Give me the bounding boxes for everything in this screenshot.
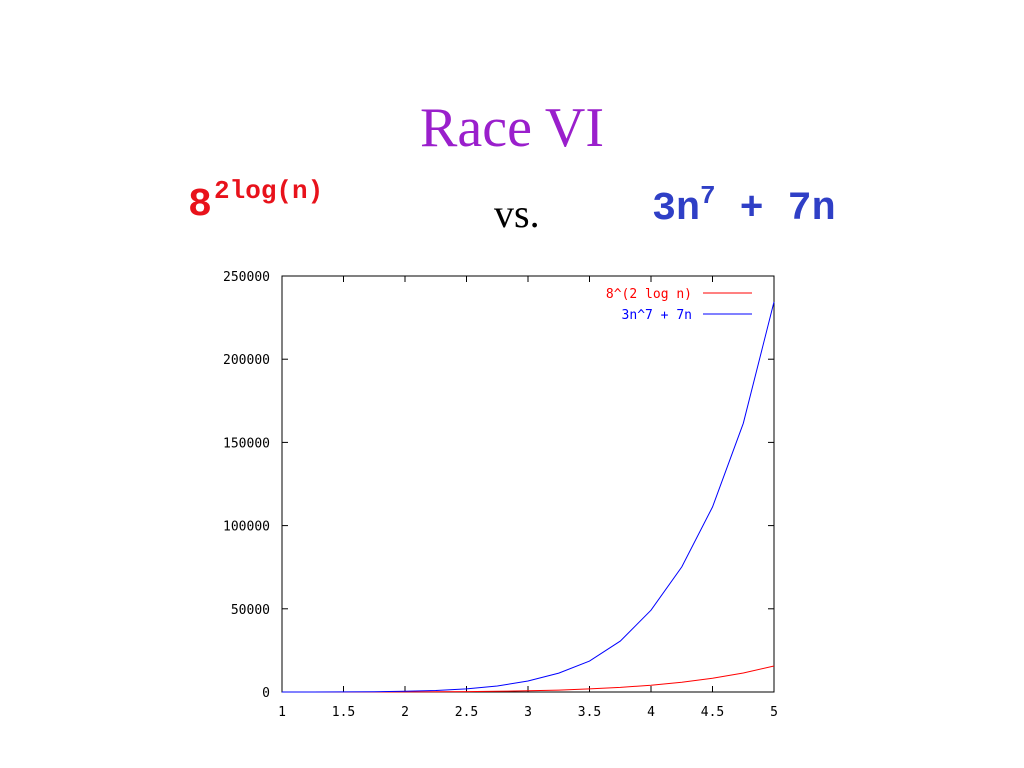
x-tick-label: 1.5 <box>332 705 355 720</box>
y-tick-label: 50000 <box>231 603 270 618</box>
series-line-2 <box>282 301 775 693</box>
tick-marks <box>281 275 775 693</box>
right-expression-base: 3n <box>652 187 701 232</box>
x-tick-label: 2 <box>401 705 409 720</box>
left-expression: 82log(n) <box>188 178 323 228</box>
x-tick-label: 2.5 <box>455 705 478 720</box>
slide-title: Race VI <box>420 97 604 159</box>
y-tick-labels: 0 50000 100000 150000 200000 250000 <box>223 270 270 701</box>
series-lines <box>282 301 775 693</box>
legend: 8^(2 log n) 3n^7 + 7n <box>606 287 752 323</box>
right-expression-exponent: 7 <box>700 181 716 211</box>
x-tick-label: 3 <box>524 705 532 720</box>
legend-label: 3n^7 + 7n <box>622 308 692 323</box>
left-expression-exponent: 2log(n) <box>214 176 324 206</box>
x-tick-labels: 1 1.5 2 2.5 3 3.5 4 4.5 5 <box>278 705 778 720</box>
y-tick-label: 200000 <box>223 353 270 368</box>
x-tick-label: 3.5 <box>578 705 601 720</box>
x-tick-label: 5 <box>770 705 778 720</box>
plot-frame <box>281 275 775 693</box>
vs-label: vs. <box>494 191 540 236</box>
y-tick-label: 150000 <box>223 436 270 451</box>
legend-label: 8^(2 log n) <box>606 287 692 302</box>
y-tick-label: 250000 <box>223 270 270 285</box>
y-tick-label: 100000 <box>223 520 270 535</box>
y-tick-label: 0 <box>262 686 270 701</box>
left-expression-base: 8 <box>188 183 213 228</box>
x-tick-label: 1 <box>278 705 286 720</box>
right-expression-tail: + 7n <box>715 187 836 232</box>
x-tick-label: 4 <box>647 705 655 720</box>
right-expression: 3n7 + 7n <box>652 183 836 232</box>
x-tick-label: 4.5 <box>701 705 724 720</box>
